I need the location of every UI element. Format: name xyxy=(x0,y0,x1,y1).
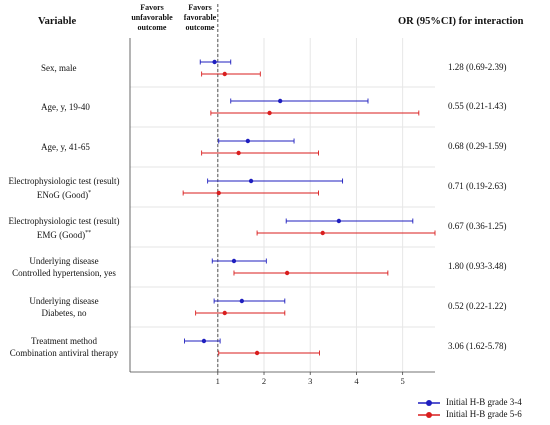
point-estimate xyxy=(222,310,227,316)
row-label-line: Treatment method xyxy=(0,335,128,347)
row-label-text: Treatment method xyxy=(31,336,97,346)
row-label-line: EMG (Good)** xyxy=(0,227,128,241)
legend-marker-grade-3-4 xyxy=(418,400,440,406)
row-label: Treatment method Combination antiviral th… xyxy=(0,335,128,359)
legend-label-grade-3-4: Initial H-B grade 3-4 xyxy=(446,397,522,407)
row-label: Age, y, 19-40 xyxy=(41,101,90,113)
point-estimate xyxy=(254,350,260,356)
or-value: 0.68 (0.29-1.59) xyxy=(448,141,507,151)
point-estimate xyxy=(216,190,221,196)
row-label-line: ENoG (Good)* xyxy=(0,187,128,201)
x-tick-label: 3 xyxy=(308,376,312,386)
point-estimate xyxy=(320,230,325,236)
row-label-text: Controlled hypertension, yes xyxy=(12,268,116,278)
favors-favorable-label: Favors favorable outcome xyxy=(183,3,217,32)
row-label-text: Diabetes, no xyxy=(41,308,87,318)
row-label-line: Diabetes, no xyxy=(0,307,128,319)
row-label-text: Sex, male xyxy=(41,63,77,73)
or-value: 1.28 (0.69-2.39) xyxy=(448,62,507,72)
row-label-line: Combination antiviral therapy xyxy=(0,347,128,359)
or-value: 3.06 (1.62-5.78) xyxy=(448,341,507,351)
row-label-text: Electrophysiologic test (result) xyxy=(8,176,120,186)
row-label-line: Underlying disease xyxy=(0,295,128,307)
row-label-text: ENoG (Good) xyxy=(36,190,89,200)
row-label-text: EMG (Good) xyxy=(36,230,86,240)
or-value: 0.67 (0.36-1.25) xyxy=(448,221,507,231)
point-estimate xyxy=(267,110,272,116)
variable-header: Variable xyxy=(38,16,77,27)
row-label: Underlying disease Controlled hypertensio… xyxy=(0,255,128,279)
row-label-text: Age, y, 41-65 xyxy=(41,142,90,152)
or-value: 0.71 (0.19-2.63) xyxy=(448,181,507,191)
row-label-text: Underlying disease xyxy=(29,296,99,306)
point-estimate xyxy=(222,71,227,77)
point-estimate xyxy=(236,150,241,156)
row-label: Sex, male xyxy=(41,62,77,74)
row-label-text: Underlying disease xyxy=(29,256,99,266)
or-value: 0.55 (0.21-1.43) xyxy=(448,101,507,111)
row-label-line: Controlled hypertension, yes xyxy=(0,267,128,279)
row-label-line: Age, y, 19-40 xyxy=(41,101,90,113)
row-label: Age, y, 41-65 xyxy=(41,141,90,153)
footnote-marker: * xyxy=(88,190,92,196)
point-estimate xyxy=(336,218,342,224)
row-label-line: Age, y, 41-65 xyxy=(41,141,90,153)
legend: Initial H-B grade 3-4 Initial H-B grade … xyxy=(417,397,547,421)
or-header: OR (95%CI) for interaction xyxy=(398,16,524,27)
footnote-marker: ** xyxy=(85,230,92,236)
x-tick-label: 5 xyxy=(401,376,405,386)
legend-label-grade-5-6: Initial H-B grade 5-6 xyxy=(446,409,522,419)
row-label: Underlying disease Diabetes, no xyxy=(0,295,128,319)
point-estimate xyxy=(248,178,254,184)
row-label-text: Age, y, 19-40 xyxy=(41,102,90,112)
point-estimate xyxy=(212,59,217,65)
row-label: Electrophysiologic test (result) EMG (Goo… xyxy=(0,215,128,241)
or-value: 0.52 (0.22-1.22) xyxy=(448,301,507,311)
point-estimate xyxy=(231,258,237,264)
row-label-line: Electrophysiologic test (result) xyxy=(0,215,128,227)
point-estimate xyxy=(245,138,251,144)
row-label-line: Underlying disease xyxy=(0,255,128,267)
row-label: Electrophysiologic test (result) ENoG (Go… xyxy=(0,175,128,201)
x-tick-label: 1 xyxy=(216,376,220,386)
point-estimate xyxy=(284,270,290,276)
point-estimate xyxy=(277,98,283,104)
row-label-line: Electrophysiologic test (result) xyxy=(0,175,128,187)
x-tick-label: 4 xyxy=(354,376,359,386)
legend-marker-grade-5-6 xyxy=(418,412,440,418)
or-value: 1.80 (0.93-3.48) xyxy=(448,261,507,271)
point-estimate xyxy=(239,298,245,304)
x-tick-label: 2 xyxy=(262,376,266,386)
point-estimate xyxy=(201,338,207,344)
row-label-text: Electrophysiologic test (result) xyxy=(8,216,120,226)
row-label-text: Combination antiviral therapy xyxy=(9,348,119,358)
row-label-line: Sex, male xyxy=(41,62,77,74)
favors-unfavorable-label: Favors unfavorable outcome xyxy=(131,3,173,32)
